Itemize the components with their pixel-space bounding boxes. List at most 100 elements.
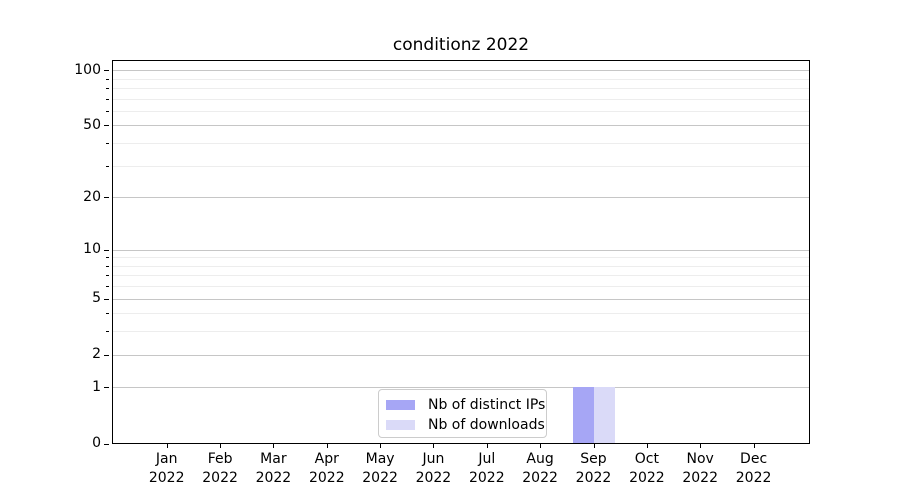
major-gridline bbox=[113, 249, 809, 251]
minor-gridline bbox=[113, 165, 809, 167]
x-tick-month: Apr bbox=[314, 451, 339, 467]
minor-gridline bbox=[113, 286, 809, 288]
x-tick-month: Mar bbox=[260, 451, 287, 467]
y-major-tick bbox=[104, 125, 109, 127]
x-tick-label: Aug 2022 bbox=[498, 450, 582, 488]
legend-swatch bbox=[386, 420, 415, 430]
minor-gridline bbox=[113, 98, 809, 100]
x-tick-year: 2022 bbox=[362, 470, 398, 486]
x-tick bbox=[433, 444, 435, 448]
minor-gridline bbox=[113, 87, 809, 89]
x-tick bbox=[166, 444, 168, 448]
x-tick-month: May bbox=[365, 451, 395, 467]
x-tick-month: Feb bbox=[207, 451, 233, 467]
y-minor-tick bbox=[106, 143, 109, 144]
x-tick-label: May 2022 bbox=[338, 450, 422, 488]
legend-label: Nb of downloads bbox=[428, 417, 545, 433]
x-tick-label: Apr 2022 bbox=[285, 450, 369, 488]
legend-label: Nb of distinct IPs bbox=[428, 397, 546, 413]
x-tick-month: Jun bbox=[422, 451, 445, 467]
minor-gridline bbox=[113, 331, 809, 333]
chart-title: conditionz 2022 bbox=[392, 35, 530, 55]
x-tick-label: Jun 2022 bbox=[391, 450, 475, 488]
minor-gridline bbox=[113, 313, 809, 315]
major-gridline bbox=[113, 70, 809, 72]
x-tick-month: Nov bbox=[686, 451, 714, 467]
y-minor-tick bbox=[106, 331, 109, 333]
x-tick-label: Jan 2022 bbox=[125, 450, 209, 488]
minor-gridline bbox=[113, 110, 809, 112]
y-tick-label: 20 bbox=[83, 188, 101, 205]
x-tick-year: 2022 bbox=[148, 470, 185, 486]
x-tick-month: Sep bbox=[580, 451, 607, 467]
plot-area bbox=[112, 60, 810, 444]
x-tick-label: Nov 2022 bbox=[658, 450, 742, 488]
x-tick-year: 2022 bbox=[415, 470, 452, 486]
y-major-tick bbox=[104, 298, 109, 300]
x-tick-year: 2022 bbox=[682, 470, 718, 486]
legend-item: Nb of distinct IPs bbox=[386, 395, 545, 415]
x-tick-year: 2022 bbox=[575, 470, 612, 486]
x-tick-year: 2022 bbox=[308, 470, 345, 486]
y-minor-tick bbox=[106, 275, 109, 277]
major-gridline bbox=[113, 197, 809, 199]
minor-gridline bbox=[113, 257, 809, 259]
x-tick-label: Mar 2022 bbox=[231, 450, 315, 488]
minor-gridline bbox=[113, 275, 809, 277]
minor-gridline bbox=[113, 265, 809, 267]
y-minor-tick bbox=[106, 87, 109, 89]
x-tick-month: Dec bbox=[740, 451, 768, 467]
x-tick bbox=[646, 444, 648, 448]
x-tick-label: Jul 2022 bbox=[445, 450, 529, 488]
x-tick-year: 2022 bbox=[629, 470, 665, 486]
x-tick bbox=[326, 444, 328, 448]
y-major-tick bbox=[104, 249, 109, 251]
x-tick bbox=[593, 444, 595, 448]
major-gridline bbox=[113, 354, 809, 356]
x-tick-label: Dec 2022 bbox=[712, 450, 796, 488]
x-tick bbox=[273, 444, 275, 448]
bar-nb-of-distinct-ips bbox=[572, 387, 594, 443]
y-minor-tick bbox=[106, 78, 109, 80]
y-major-tick bbox=[104, 387, 109, 389]
major-gridline bbox=[113, 387, 809, 389]
y-tick-label: 2 bbox=[92, 346, 101, 363]
y-major-tick bbox=[104, 70, 109, 72]
x-tick-month: Oct bbox=[634, 451, 659, 467]
y-tick-label: 100 bbox=[74, 61, 101, 78]
minor-gridline bbox=[113, 78, 809, 80]
x-tick bbox=[220, 444, 222, 448]
major-gridline bbox=[113, 125, 809, 127]
x-tick-label: Feb 2022 bbox=[178, 450, 262, 488]
x-tick bbox=[486, 444, 488, 448]
y-minor-tick bbox=[106, 286, 109, 288]
x-tick-year: 2022 bbox=[468, 470, 505, 486]
x-tick-label: Sep 2022 bbox=[552, 450, 636, 488]
y-major-tick bbox=[104, 197, 109, 199]
x-tick bbox=[700, 444, 702, 448]
y-minor-tick bbox=[106, 257, 109, 259]
y-minor-tick bbox=[106, 98, 109, 100]
y-tick-label: 1 bbox=[92, 378, 101, 395]
x-tick bbox=[380, 444, 382, 448]
minor-gridline bbox=[113, 143, 809, 144]
y-minor-tick bbox=[106, 165, 109, 167]
y-minor-tick bbox=[106, 265, 109, 267]
y-minor-tick bbox=[106, 110, 109, 112]
legend-swatch bbox=[386, 400, 415, 410]
y-tick-label: 50 bbox=[83, 116, 101, 133]
x-tick bbox=[753, 444, 755, 448]
x-tick-month: Jan bbox=[155, 451, 178, 467]
major-gridline bbox=[113, 298, 809, 300]
x-tick-month: Aug bbox=[526, 451, 554, 467]
bar-nb-of-downloads bbox=[594, 387, 616, 443]
y-major-tick bbox=[104, 443, 109, 445]
y-tick-label: 0 bbox=[92, 435, 101, 451]
x-tick-month: Jul bbox=[478, 451, 496, 467]
y-minor-tick bbox=[106, 313, 109, 315]
y-tick-label: 10 bbox=[83, 241, 101, 257]
x-tick-year: 2022 bbox=[255, 470, 292, 486]
y-major-tick bbox=[104, 354, 109, 356]
legend: Nb of distinct IPs Nb of downloads bbox=[378, 389, 547, 438]
